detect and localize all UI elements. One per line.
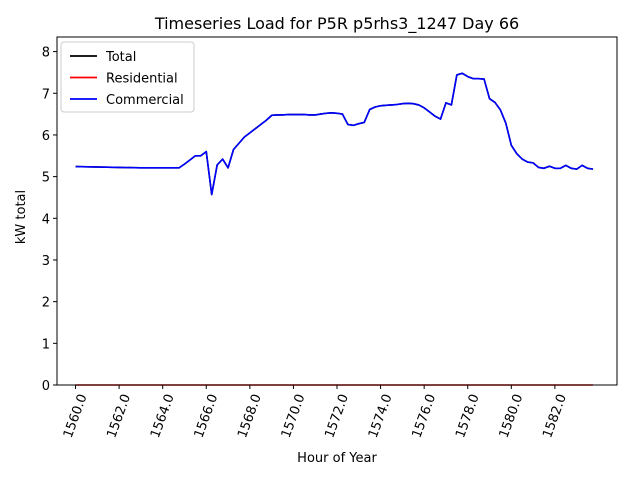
legend-label-residential: Residential bbox=[106, 72, 178, 87]
y-tick-label: 4 bbox=[42, 212, 50, 227]
y-tick-label: 8 bbox=[42, 46, 50, 61]
legend: Total Residential Commercial bbox=[60, 41, 195, 113]
x-axis-label: Hour of Year bbox=[297, 451, 377, 466]
plot-area bbox=[56, 36, 618, 386]
legend-label-total: Total bbox=[105, 50, 136, 65]
y-tick-label: 1 bbox=[42, 337, 50, 352]
y-tick-label: 0 bbox=[42, 379, 50, 394]
y-tick-label: 5 bbox=[42, 171, 50, 186]
y-axis: 0 1 2 3 4 5 6 7 8 bbox=[42, 46, 57, 394]
y-tick-label: 2 bbox=[42, 296, 50, 311]
y-tick-label: 7 bbox=[42, 87, 50, 102]
y-tick-label: 6 bbox=[42, 129, 50, 144]
chart-title: Timeseries Load for P5R p5rhs3_1247 Day … bbox=[154, 14, 519, 34]
y-tick-label: 3 bbox=[42, 254, 50, 269]
y-axis-label: kW total bbox=[14, 190, 29, 244]
series-line-commercial bbox=[75, 72, 594, 196]
legend-label-commercial: Commercial bbox=[106, 93, 184, 108]
legend-box bbox=[60, 41, 195, 113]
